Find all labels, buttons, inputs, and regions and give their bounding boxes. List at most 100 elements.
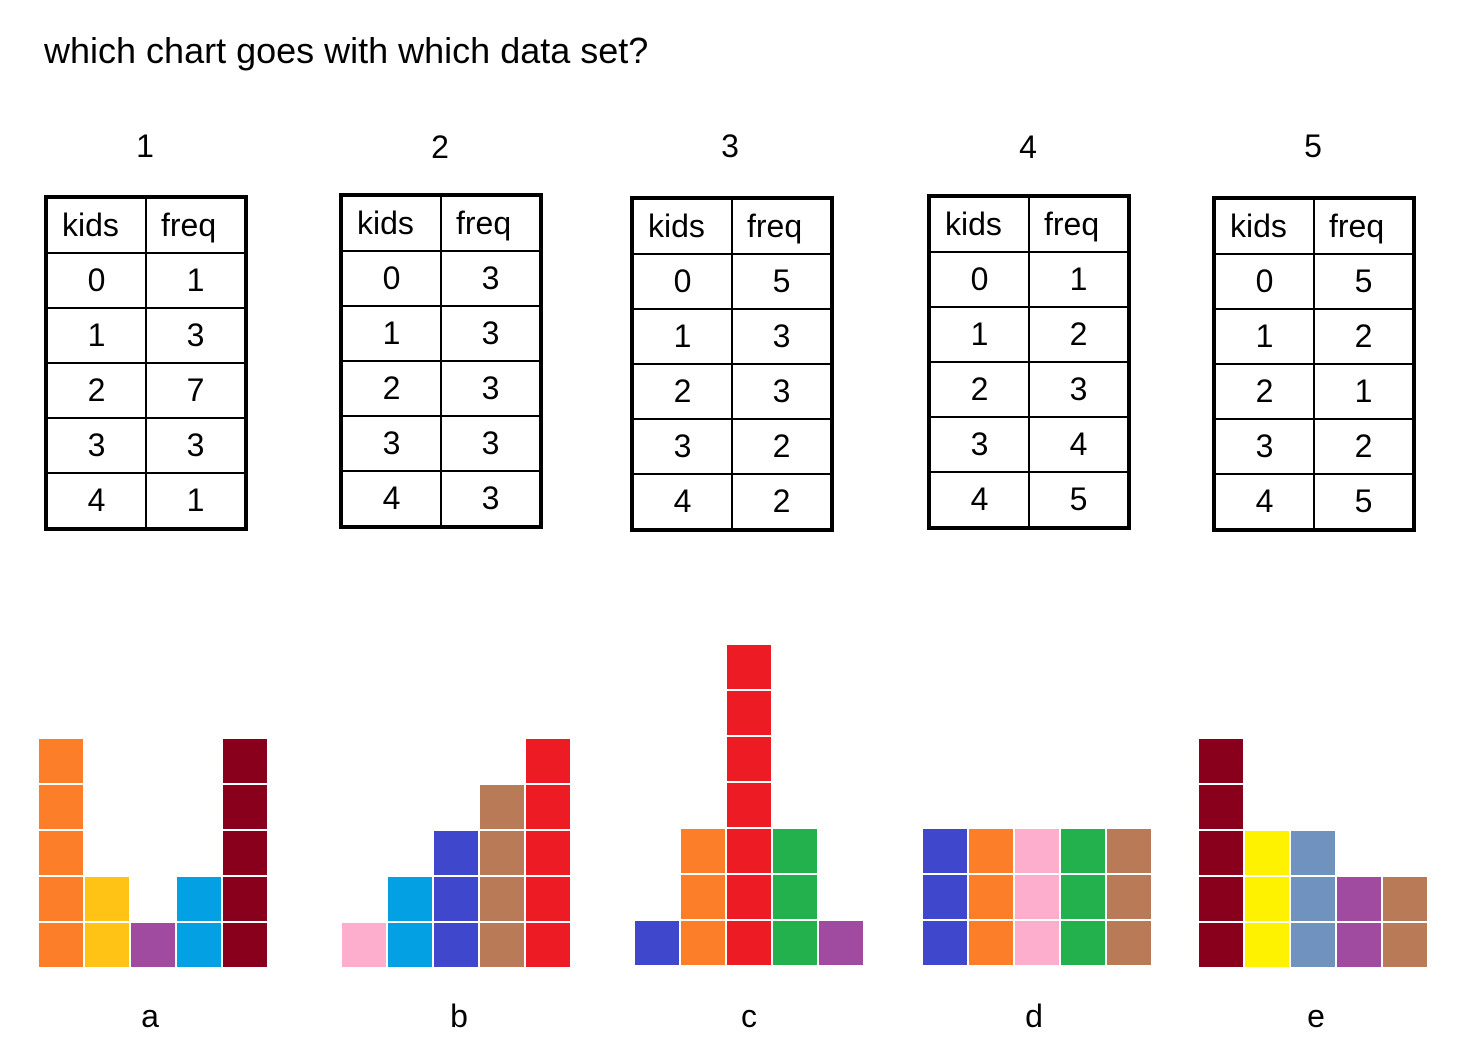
- cell-freq: 1: [145, 472, 247, 530]
- header-freq: freq: [1313, 197, 1415, 255]
- cell-kids: 0: [45, 252, 147, 309]
- chart-e-block: [1198, 784, 1244, 830]
- chart-b-block: [479, 830, 525, 876]
- dataset-3-number: 3: [721, 128, 739, 164]
- chart-b-block: [525, 784, 571, 830]
- cell-freq: 3: [145, 307, 247, 364]
- cell-kids: 2: [45, 362, 147, 419]
- chart-e-block: [1336, 922, 1382, 968]
- chart-d-block: [922, 874, 968, 920]
- header-kids: kids: [928, 195, 1030, 253]
- chart-d-block: [968, 920, 1014, 966]
- cell-kids: 3: [1213, 418, 1315, 475]
- cell-freq: 3: [1028, 361, 1130, 418]
- chart-b-block: [479, 784, 525, 830]
- chart-d-block: [1106, 828, 1152, 874]
- header-kids: kids: [45, 196, 147, 254]
- chart-a-block: [222, 738, 268, 784]
- cell-freq: 1: [1028, 251, 1130, 308]
- chart-e-block: [1382, 876, 1428, 922]
- chart-b-block: [341, 922, 387, 968]
- chart-d-block: [1106, 920, 1152, 966]
- chart-b-block: [525, 738, 571, 784]
- chart-d-block: [1060, 828, 1106, 874]
- cell-kids: 0: [1213, 253, 1315, 310]
- chart-a-block: [38, 738, 84, 784]
- chart-d-block: [1106, 874, 1152, 920]
- chart-a-block: [38, 784, 84, 830]
- chart-c-block: [680, 828, 726, 874]
- chart-b-block: [387, 876, 433, 922]
- chart-c-block: [772, 874, 818, 920]
- chart-c-block: [726, 644, 772, 690]
- chart-a-block: [84, 876, 130, 922]
- cell-freq: 3: [440, 250, 542, 307]
- chart-a-label: a: [141, 998, 159, 1034]
- cell-kids: 1: [45, 307, 147, 364]
- chart-e-block: [1382, 922, 1428, 968]
- chart-c-block: [726, 736, 772, 782]
- cell-kids: 3: [45, 417, 147, 474]
- cell-freq: 5: [1313, 253, 1415, 310]
- cell-freq: 3: [145, 417, 247, 474]
- page-title: which chart goes with which data set?: [44, 30, 649, 71]
- cell-kids: 1: [340, 305, 442, 362]
- chart-a-block: [176, 876, 222, 922]
- cell-kids: 2: [1213, 363, 1315, 420]
- chart-a-block: [222, 784, 268, 830]
- chart-b-block: [525, 830, 571, 876]
- chart-b-block: [433, 922, 479, 968]
- cell-kids: 4: [1213, 473, 1315, 531]
- dataset-2-number: 2: [431, 129, 449, 165]
- chart-c-block: [726, 782, 772, 828]
- chart-d-block: [968, 874, 1014, 920]
- cell-freq: 3: [440, 360, 542, 417]
- chart-b-block: [433, 830, 479, 876]
- cell-freq: 2: [731, 473, 833, 531]
- chart-c-block: [634, 920, 680, 966]
- cell-freq: 1: [145, 252, 247, 309]
- chart-e-block: [1244, 876, 1290, 922]
- cell-freq: 2: [1028, 306, 1130, 363]
- chart-b-block: [479, 922, 525, 968]
- cell-kids: 3: [631, 418, 733, 475]
- cell-kids: 0: [340, 250, 442, 307]
- chart-e-block: [1290, 830, 1336, 876]
- header-freq: freq: [731, 197, 833, 255]
- chart-e-block: [1198, 738, 1244, 784]
- chart-a-block: [222, 922, 268, 968]
- chart-e-label: e: [1307, 998, 1325, 1034]
- chart-c-block: [680, 920, 726, 966]
- cell-freq: 3: [731, 363, 833, 420]
- cell-kids: 4: [340, 470, 442, 528]
- chart-d-block: [1060, 874, 1106, 920]
- chart-e-block: [1290, 922, 1336, 968]
- cell-kids: 3: [928, 416, 1030, 473]
- chart-b-block: [387, 922, 433, 968]
- chart-c-block: [772, 920, 818, 966]
- cell-freq: 3: [731, 308, 833, 365]
- chart-a-block: [38, 876, 84, 922]
- cell-freq: 3: [440, 415, 542, 472]
- cell-freq: 2: [1313, 308, 1415, 365]
- header-kids: kids: [631, 197, 733, 255]
- chart-e-block: [1336, 876, 1382, 922]
- chart-e-block: [1198, 876, 1244, 922]
- cell-kids: 0: [631, 253, 733, 310]
- chart-d-block: [1014, 828, 1060, 874]
- chart-c-block: [818, 920, 864, 966]
- chart-d-block: [1014, 920, 1060, 966]
- dataset-5-number: 5: [1304, 128, 1322, 164]
- cell-freq: 3: [440, 305, 542, 362]
- cell-freq: 7: [145, 362, 247, 419]
- chart-d-block: [1014, 874, 1060, 920]
- header-kids: kids: [340, 194, 442, 252]
- chart-c-block: [772, 828, 818, 874]
- cell-freq: 4: [1028, 416, 1130, 473]
- chart-b-block: [525, 922, 571, 968]
- chart-a-block: [38, 830, 84, 876]
